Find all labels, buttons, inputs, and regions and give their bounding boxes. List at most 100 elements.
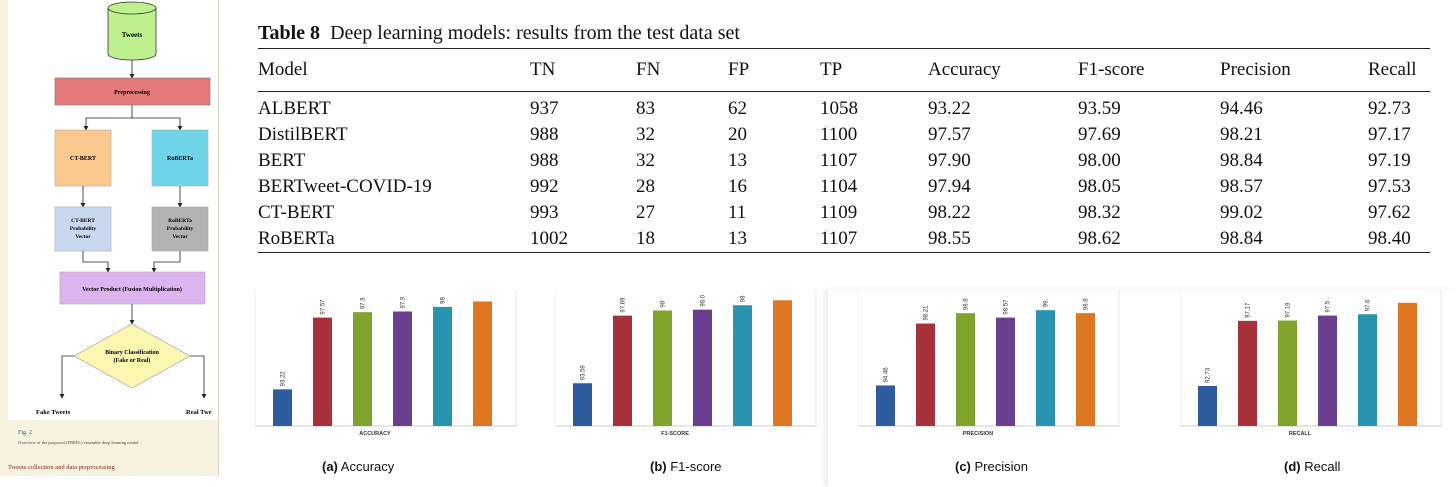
bar-distilbert: [1238, 320, 1257, 426]
recall-caption: (d) Recall: [1284, 459, 1340, 474]
chart-title: PRECISION: [963, 431, 993, 436]
value-cell: 988: [530, 124, 559, 145]
fusion-node: [59, 271, 206, 305]
column-header: FN: [636, 59, 661, 80]
bar-roberta: [1398, 302, 1417, 426]
preprocessing-node: [54, 77, 211, 106]
binary-label-line1: Binary Classification: [105, 350, 159, 356]
value-cell: 1058: [820, 98, 858, 119]
binary-label-line2: (Fake or Real): [114, 357, 151, 364]
value-cell: 18: [636, 228, 655, 249]
column-header: Precision: [1220, 59, 1291, 80]
bar-roberta: [773, 300, 792, 426]
flowchart-panel: Tweets Preprocessing CT-BERT RoBERTa CT-…: [0, 0, 219, 476]
table-row: BERT 988 32 13 1107 97.90 98.00 98.84 97.19: [258, 148, 1430, 174]
model-name-cell: BERTweet-COVID-19: [258, 176, 432, 197]
bar-bertweet-covid-19: [996, 317, 1015, 426]
bar-ct-bert: [433, 306, 452, 426]
data-label: 98: [741, 295, 747, 302]
value-cell: 97.17: [1368, 124, 1411, 145]
accuracy-chart: 93.22 97.57 97.9 97.9 98 ACCURACY: [255, 286, 517, 436]
value-cell: 1107: [820, 228, 858, 249]
bar-ct-bert: [1036, 310, 1055, 426]
model-name-cell: ALBERT: [258, 98, 331, 119]
section-link[interactable]: Tweets collection and data preprocessing: [8, 464, 115, 471]
column-header: Recall: [1368, 59, 1417, 80]
ct-bert-vector-line2: Probability: [70, 226, 97, 232]
roberta-label: RoBERTa: [167, 156, 193, 162]
data-label: 98.57: [1004, 299, 1010, 315]
data-label: 98: [661, 300, 667, 307]
roberta-vector-line1: RoBERTa: [168, 218, 192, 224]
model-name-cell: CT-BERT: [258, 202, 335, 223]
value-cell: 13: [728, 150, 747, 171]
value-cell: 98.84: [1220, 228, 1263, 249]
chart-title: F1-SCORE: [661, 431, 689, 436]
bar-roberta: [473, 301, 492, 426]
real-tweets-label: Real Twe: [186, 409, 212, 416]
table-title: Table 8 Deep learning models: results fro…: [258, 18, 1430, 48]
bar-bertweet-covid-19: [693, 309, 712, 426]
value-cell: 94.46: [1220, 98, 1263, 119]
recall-caption-text: Recall: [1304, 459, 1341, 474]
table-number: Table 8: [258, 22, 321, 44]
value-cell: 992: [530, 176, 559, 197]
data-label: 97.9: [401, 296, 407, 308]
value-cell: 92.73: [1368, 98, 1411, 119]
figure-label[interactable]: Fig. 2: [18, 430, 33, 436]
f1-score-chart: 93.59 97.69 98 98.0 98 F1-SCORE: [555, 286, 817, 436]
bar-albert: [1198, 385, 1217, 426]
value-cell: 98.21: [1220, 124, 1263, 145]
results-table: Model TN FN FP TP Accuracy F1-score Precision Re…: [258, 48, 1430, 253]
table-row: BERTweet-COVID-19 992 28 16 1104 97.94 98.05 98…: [258, 174, 1430, 200]
value-cell: 1100: [820, 124, 858, 145]
fusion-label: Vector Product (Fusion Multiplication): [82, 286, 182, 293]
data-label: 97.19: [1286, 302, 1292, 318]
figure-caption: Overview of the proposed (FBEFL) ensembl…: [18, 440, 139, 445]
recall-caption-id: (d): [1284, 459, 1301, 474]
value-cell: 98.57: [1220, 176, 1263, 197]
bar-distilbert: [916, 323, 935, 426]
value-cell: 98.62: [1078, 228, 1121, 249]
f1-score-caption-id: (b): [650, 459, 667, 474]
data-label: 97.57: [321, 299, 327, 315]
roberta-vector-line3: Vector: [172, 234, 188, 240]
value-cell: 97.62: [1368, 202, 1411, 223]
flowchart-diagram: Tweets Preprocessing CT-BERT RoBERTa CT-…: [36, 1, 212, 416]
table-row: RoBERTa 1002 18 13 1107 98.55 98.62 98.84 98.40: [258, 226, 1430, 253]
value-cell: 98.22: [928, 202, 971, 223]
value-cell: 988: [530, 150, 559, 171]
value-cell: 32: [636, 124, 655, 145]
value-cell: 27: [636, 202, 655, 223]
value-cell: 93.22: [928, 98, 971, 119]
value-cell: 97.53: [1368, 176, 1411, 197]
chart-title: ACCURACY: [359, 431, 391, 436]
data-label: 98.8: [964, 298, 970, 310]
bar-roberta: [1076, 313, 1095, 426]
value-cell: 1107: [820, 150, 858, 171]
ct-bert-label: CT-BERT: [70, 156, 96, 162]
accuracy-caption-text: Accuracy: [340, 459, 395, 474]
column-header: Accuracy: [928, 59, 1001, 80]
bar-ct-bert: [733, 305, 752, 426]
data-label: 99.: [1044, 298, 1050, 307]
table-caption: Deep learning models: results from the t…: [330, 22, 740, 44]
data-label: 98.0: [701, 294, 707, 306]
bar-bertweet-covid-19: [393, 311, 412, 426]
value-cell: 93.59: [1078, 98, 1121, 119]
value-cell: 98.84: [1220, 150, 1263, 171]
ct-bert-node: [54, 129, 112, 187]
value-cell: 16: [728, 176, 747, 197]
model-name-cell: DistilBERT: [258, 124, 348, 145]
tweets-label: Tweets: [122, 31, 143, 39]
value-cell: 99.02: [1220, 202, 1263, 223]
value-cell: 98.40: [1368, 228, 1411, 249]
data-label: 98.8: [1084, 298, 1090, 310]
precision-chart: 94.46 98.21 98.8 98.57 99. 98.8 PRECISION: [858, 286, 1120, 436]
value-cell: 62: [728, 98, 747, 119]
bar-bert: [653, 310, 672, 426]
tweets-node: Tweets: [107, 1, 157, 61]
column-header: TP: [820, 59, 843, 80]
accuracy-caption: (a) Accuracy: [322, 459, 394, 474]
model-name-cell: BERT: [258, 150, 306, 171]
